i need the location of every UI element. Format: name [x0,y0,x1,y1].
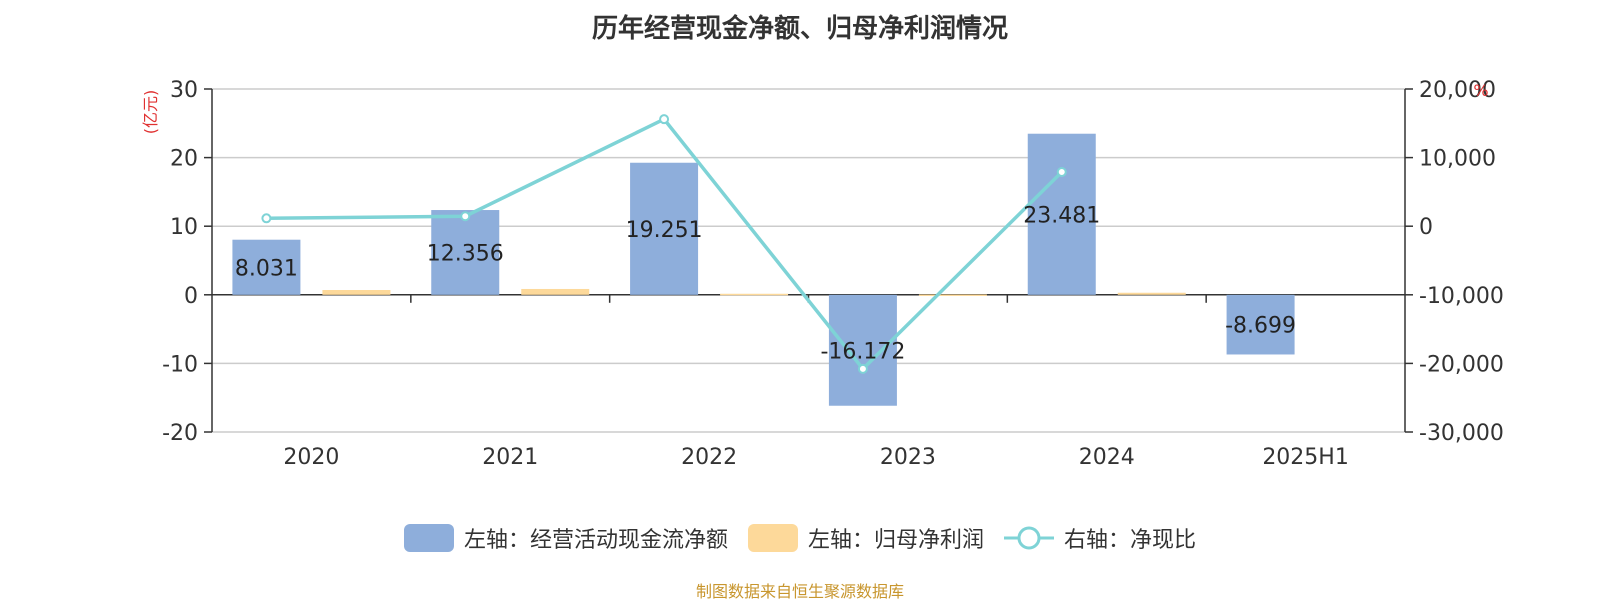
category-label: 2023 [880,445,936,470]
legend-label-profit: 左轴：归母净利润 [807,528,984,553]
category-label: 2024 [1079,445,1135,470]
ratio-point [1056,167,1067,178]
right-tick-label: 20,000 [1419,78,1496,103]
net-profit-bar [521,288,590,295]
legend-label-cash: 左轴：经营活动现金流净额 [463,528,728,553]
cash-flow-data-label: 8.031 [235,256,298,281]
left-tick-label: 0 [184,284,198,309]
source-footer: 制图数据来自恒生聚源数据库 [695,582,904,601]
right-axis-unit: % [1473,81,1488,100]
right-tick-label: 10,000 [1419,147,1496,172]
net-profit-bar [918,294,987,296]
ratio-point [261,213,272,224]
grid-lines [212,88,1405,433]
cash-flow-bar [431,210,500,295]
right-tick-label: -30,000 [1419,421,1504,446]
chart-title: 历年经营现金净额、归母净利润情况 [591,14,1008,44]
left-tick-label: 30 [170,78,198,103]
legend-swatch-profit [747,524,798,552]
cash-flow-bar [630,162,699,295]
cash-flow-bar [1027,133,1096,295]
cash-flow-bar [1226,294,1295,355]
ratio-point [460,211,471,222]
ratio-point [857,363,868,374]
legend-line-circle-icon [1004,526,1054,550]
right-tick-label: 0 [1419,215,1433,240]
legend-item-profit[interactable]: 左轴：归母净利润 [747,522,984,554]
legend-item-cash[interactable]: 左轴：经营活动现金流净额 [403,522,728,554]
category-label: 2020 [283,445,339,470]
left-tick-label: 20 [170,147,198,172]
cash-flow-bar [828,294,897,406]
cash-flow-data-label: 23.481 [1023,203,1100,228]
left-tick-label: 10 [170,215,198,240]
ratio-point [659,114,670,125]
cash-flow-data-label: 19.251 [626,218,703,243]
legend-label-ratio: 右轴：净现比 [1064,528,1197,553]
net-profit-bar [322,289,391,295]
cash-flow-bar [232,239,301,295]
legend: 左轴：经营活动现金流净额 左轴：归母净利润 右轴：净现比 [0,520,1600,556]
net-profit-bar [720,293,789,296]
left-axis-unit: (亿元) [141,90,160,135]
cash-flow-data-label: 12.356 [427,241,504,266]
category-label: 2021 [482,445,538,470]
left-tick-label: -20 [162,421,198,446]
legend-item-ratio[interactable]: 右轴：净现比 [1004,522,1196,554]
line-series [261,114,1067,374]
cash-flow-data-label: -8.699 [1225,314,1296,339]
right-tick-label: -20,000 [1419,352,1504,377]
cash-flow-data-label: -16.172 [820,339,905,364]
left-tick-label: -10 [162,352,198,377]
bar-series [232,133,1295,406]
net-profit-bar [1117,292,1186,295]
category-label: 2025H1 [1262,445,1349,470]
legend-swatch-cash [403,524,454,552]
category-label: 2022 [681,445,737,470]
right-tick-label: -10,000 [1419,284,1504,309]
axes: 30 20 10 0 -10 -20 20,000 10,000 0 -10,000 -20,000… [141,78,1504,470]
data-labels: 8.031 12.356 19.251 -16.172 23.481 -8.699 [235,203,1296,364]
